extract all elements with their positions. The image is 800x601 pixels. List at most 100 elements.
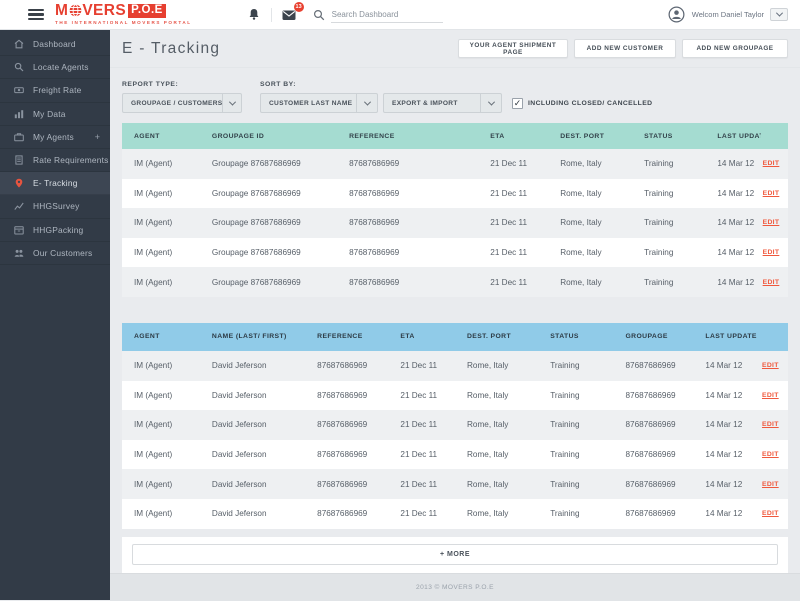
table-row: IM (Agent) David Jeferson 87687686969 21 De… — [122, 380, 788, 411]
top-bar: M VERS P.O.E THE INTERNATIONAL MOVERS PO… — [0, 0, 800, 30]
home-icon — [14, 39, 24, 49]
table-row: IM (Agent) Groupage 87687686969 8768768696… — [122, 149, 788, 179]
notifications-bell-icon[interactable] — [246, 7, 262, 23]
edit-link[interactable]: EDIT — [761, 451, 779, 459]
column-header-eta: ETA — [400, 333, 415, 341]
sort-by-label: SORT BY: — [260, 81, 296, 88]
cell-action: EDIT — [760, 381, 788, 411]
add-new-groupage-button[interactable]: ADD NEW GROUPAGE — [682, 39, 788, 58]
sidebar-item-hhgsurvey[interactable]: HHGSurvey — [0, 195, 110, 219]
app-logo: M VERS P.O.E THE INTERNATIONAL MOVERS PO… — [55, 3, 192, 26]
chevron-down-icon — [775, 9, 783, 17]
sidebar-item-freight-rate[interactable]: Freight Rate — [0, 79, 110, 103]
sidebar-item-rate-requirements[interactable]: Rate Requirements — [0, 149, 110, 173]
hamburger-menu-icon[interactable] — [28, 8, 44, 21]
cell-last-update: 14 Mar 12 — [705, 390, 743, 400]
report-type-dropdown[interactable]: GROUPAGE / CUSTOMERS — [122, 93, 242, 113]
map-pin-icon — [14, 178, 24, 188]
copyright-text: 2013 © MOVERS P.O.E — [416, 583, 494, 591]
sidebar-item-my-data[interactable]: My Data — [0, 103, 110, 126]
sidebar-item-label: HHGSurvey — [33, 201, 80, 212]
divider — [270, 7, 272, 22]
cell-status: Training — [550, 420, 580, 430]
cell-action: EDIT — [761, 238, 788, 268]
cell-action: EDIT — [761, 179, 788, 209]
expand-plus-icon[interactable]: + — [94, 131, 100, 142]
edit-link[interactable]: EDIT — [761, 362, 779, 370]
line-chart-icon — [14, 201, 24, 211]
column-header-groupage-id: GROUPAGE ID — [211, 132, 265, 140]
search-icon — [313, 9, 324, 20]
cell-name: David Jeferson — [211, 509, 267, 519]
including-closed-label: INCLUDING CLOSED/ CANCELLED — [528, 100, 653, 107]
briefcase-icon — [14, 132, 24, 142]
user-avatar-icon[interactable] — [668, 6, 685, 23]
sort-by-value: CUSTOMER LAST NAME — [269, 99, 353, 107]
sidebar-item-our-customers[interactable]: Our Customers — [0, 242, 110, 265]
cell-status: Training — [550, 509, 580, 519]
add-new-customer-button[interactable]: ADD NEW CUSTOMER — [574, 39, 676, 58]
cell-agent: IM (Agent) — [134, 188, 173, 198]
sidebar-item-hhgpacking[interactable]: HHGPacking — [0, 219, 110, 242]
cell-action: EDIT — [761, 208, 788, 238]
column-header-dest-port: DEST. PORT — [466, 333, 512, 341]
cell-dest-port: Rome, Italy — [466, 450, 509, 460]
messages-icon[interactable]: 13 — [281, 1, 304, 23]
page-title: E - Tracking — [122, 39, 221, 57]
sidebar-item-label: Our Customers — [33, 247, 93, 258]
cell-last-update: 14 Mar 12 — [717, 277, 755, 287]
edit-link[interactable]: EDIT — [762, 160, 780, 168]
cell-groupage: 87687686969 — [625, 361, 676, 371]
cell-status: Training — [644, 248, 674, 258]
groupage-table: AGENT GROUPAGE ID REFERENCE ETA DEST. PO… — [122, 123, 788, 297]
sidebar-item-e-tracking[interactable]: E- Tracking — [0, 172, 110, 196]
report-type-value: GROUPAGE / CUSTOMERS — [131, 99, 223, 107]
edit-link[interactable]: EDIT — [762, 249, 780, 257]
edit-link[interactable]: EDIT — [761, 421, 779, 429]
edit-link[interactable]: EDIT — [761, 510, 779, 518]
export-import-dropdown[interactable]: EXPORT & IMPORT — [383, 93, 502, 113]
edit-link[interactable]: EDIT — [761, 391, 779, 399]
cell-eta: 21 Dec 11 — [490, 248, 528, 258]
logo-text-vers: VERS — [82, 2, 127, 20]
sidebar-item-label: My Data — [33, 108, 66, 119]
cell-groupage: 87687686969 — [625, 390, 676, 400]
column-header-reference: REFERENCE — [349, 132, 395, 140]
sidebar-item-label: Dashboard — [33, 39, 76, 50]
column-header-agent: AGENT — [134, 132, 160, 140]
sidebar: Dashboard Locate Agents Freight Rate My Dat… — [0, 30, 110, 600]
sidebar-item-dashboard[interactable]: Dashboard — [0, 33, 110, 57]
user-greeting: Welcom Daniel Taylor — [691, 10, 764, 19]
cell-agent: IM (Agent) — [134, 277, 173, 287]
cell-reference: 87687686969 — [317, 420, 368, 430]
cell-last-update: 14 Mar 12 — [705, 479, 743, 489]
search-input[interactable] — [330, 6, 443, 23]
document-icon — [14, 155, 24, 165]
export-import-value: EXPORT & IMPORT — [392, 99, 458, 107]
sort-by-dropdown[interactable]: CUSTOMER LAST NAME — [260, 93, 378, 113]
cell-eta: 21 Dec 11 — [490, 159, 528, 169]
edit-link[interactable]: EDIT — [762, 278, 780, 286]
cell-last-update: 14 Mar 12 — [705, 450, 743, 460]
your-agent-shipment-page-button[interactable]: YOUR AGENT SHIPMENT PAGE — [458, 39, 568, 58]
table-row: IM (Agent) Groupage 87687686969 8768768696… — [122, 208, 788, 238]
cell-name: David Jeferson — [211, 420, 267, 430]
cell-action: EDIT — [760, 469, 788, 499]
more-button[interactable]: + MORE — [132, 544, 778, 566]
table-row: IM (Agent) David Jeferson 87687686969 21 De… — [122, 410, 788, 440]
cell-agent: IM (Agent) — [134, 361, 173, 371]
edit-link[interactable]: EDIT — [762, 189, 780, 197]
cell-status: Training — [550, 390, 580, 400]
cell-status: Training — [644, 188, 674, 198]
sidebar-item-locate-agents[interactable]: Locate Agents — [0, 56, 110, 80]
edit-link[interactable]: EDIT — [762, 219, 780, 227]
including-closed-checkbox[interactable]: ✓ — [512, 98, 523, 109]
cell-agent: IM (Agent) — [134, 509, 173, 519]
edit-link[interactable]: EDIT — [761, 480, 779, 488]
customer-table-header: AGENT NAME (LAST/ FIRST) REFERENCE ETA D… — [122, 322, 788, 351]
table-row: IM (Agent) Groupage 87687686969 8768768696… — [122, 178, 788, 209]
column-header-agent: AGENT — [134, 333, 160, 341]
chevron-down-icon — [480, 94, 501, 112]
sidebar-item-my-agents[interactable]: My Agents + — [0, 126, 110, 149]
user-menu-button[interactable] — [770, 8, 788, 21]
